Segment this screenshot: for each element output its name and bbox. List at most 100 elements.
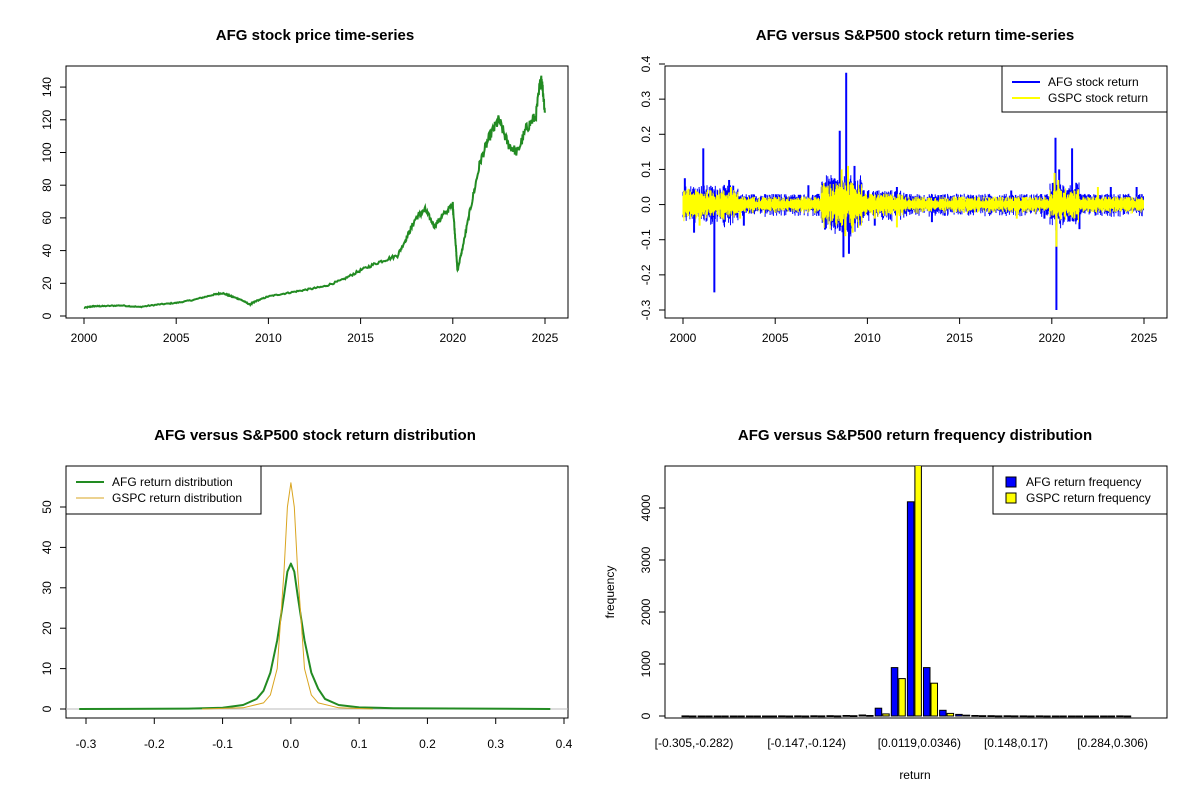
bar-gspc bbox=[1075, 715, 1083, 718]
y-axis-label: frequency bbox=[603, 566, 617, 619]
y-tick-label: 40 bbox=[40, 540, 54, 554]
bar-afg bbox=[1100, 715, 1108, 718]
bar-gspc bbox=[737, 715, 745, 718]
bar-afg bbox=[745, 715, 754, 718]
x-tick-label: 2015 bbox=[347, 331, 374, 345]
y-tick-label: 2000 bbox=[639, 598, 653, 625]
bar-afg bbox=[923, 667, 931, 717]
bar-gspc bbox=[1027, 715, 1035, 718]
x-tick-label: [-0.305,-0.282) bbox=[655, 736, 734, 750]
y-tick-label: 30 bbox=[40, 581, 54, 595]
legend-label: AFG return distribution bbox=[112, 475, 233, 489]
y-tick-label: 20 bbox=[40, 621, 54, 635]
bar-gspc bbox=[785, 715, 794, 718]
y-tick-label: 0.0 bbox=[639, 196, 653, 213]
y-tick-label: 60 bbox=[40, 211, 54, 225]
y-tick-label: -0.3 bbox=[639, 299, 653, 320]
series-band-gspc bbox=[682, 182, 1144, 229]
bar-gspc bbox=[866, 715, 874, 717]
legend-box bbox=[992, 465, 1168, 515]
bar-afg bbox=[1067, 715, 1076, 718]
x-tick-label: 2020 bbox=[439, 331, 466, 345]
bar-gspc bbox=[882, 713, 890, 717]
bar-afg bbox=[810, 715, 818, 718]
density-curve-afg bbox=[79, 562, 551, 710]
plot-frame bbox=[65, 65, 569, 319]
legend-label: GSPC return frequency bbox=[1026, 491, 1151, 505]
x-tick-label: 2005 bbox=[762, 331, 789, 345]
bar-gspc bbox=[962, 714, 971, 717]
x-tick-label: [0.0119,0.0346) bbox=[878, 736, 961, 750]
legend-label: AFG return frequency bbox=[1026, 475, 1141, 489]
x-tick-label: 0.3 bbox=[487, 737, 504, 751]
x-tick-label: 2015 bbox=[946, 331, 973, 345]
bar-gspc bbox=[721, 715, 729, 718]
bar-afg bbox=[1003, 715, 1011, 718]
bar-gspc bbox=[1107, 715, 1116, 718]
bar-afg bbox=[987, 715, 995, 718]
legend-box bbox=[1001, 65, 1168, 113]
legend: AFG stock return GSPC stock return bbox=[1001, 65, 1168, 113]
y-tick-label: 0.3 bbox=[639, 90, 653, 107]
bars-group bbox=[681, 466, 1132, 718]
x-tick-label: [0.284,0.306) bbox=[1077, 736, 1148, 750]
bar-afg bbox=[697, 715, 706, 718]
bar-gspc bbox=[850, 715, 858, 718]
bar-gspc bbox=[769, 715, 777, 718]
y-tick-label: 4000 bbox=[639, 494, 653, 521]
bar-gspc bbox=[898, 678, 906, 717]
y-tick-label: 80 bbox=[40, 178, 54, 192]
y-tick-label: 0.2 bbox=[639, 126, 653, 143]
bar-afg bbox=[1084, 715, 1092, 718]
y-tick-label: 20 bbox=[40, 276, 54, 290]
x-axis-label: return bbox=[899, 768, 930, 782]
y-tick-label: 100 bbox=[40, 142, 54, 162]
bar-afg bbox=[890, 667, 899, 717]
x-tick-label: 2000 bbox=[71, 331, 98, 345]
y-tick-label: 40 bbox=[40, 244, 54, 258]
y-tick-label: 3000 bbox=[639, 546, 653, 573]
bar-gspc bbox=[1059, 715, 1067, 718]
bar-afg bbox=[1116, 715, 1124, 718]
x-tick-label: -0.1 bbox=[212, 737, 233, 751]
bar-afg bbox=[794, 715, 802, 718]
x-tick-label: -0.3 bbox=[76, 737, 97, 751]
chart-title: AFG versus S&P500 return frequency distr… bbox=[738, 427, 1092, 444]
bar-afg bbox=[681, 715, 689, 718]
bar-afg bbox=[762, 715, 770, 718]
bar-afg bbox=[858, 714, 867, 717]
y-tick-label: 10 bbox=[40, 662, 54, 676]
legend-box bbox=[65, 465, 262, 515]
bar-gspc bbox=[978, 715, 987, 718]
legend-swatch bbox=[1005, 492, 1017, 504]
chart-title: AFG stock price time-series bbox=[216, 27, 414, 44]
legend-label: GSPC return distribution bbox=[112, 491, 242, 505]
bar-gspc bbox=[705, 715, 713, 718]
legend-label: GSPC stock return bbox=[1048, 91, 1148, 105]
bar-gspc bbox=[930, 682, 938, 717]
y-tick-label: 50 bbox=[40, 500, 54, 514]
bar-afg bbox=[842, 715, 850, 717]
bar-gspc bbox=[817, 715, 826, 718]
bar-afg bbox=[1019, 715, 1028, 718]
x-tick-label: 2010 bbox=[854, 331, 881, 345]
bar-gspc bbox=[753, 715, 761, 718]
bar-afg bbox=[971, 715, 979, 717]
plot-frame bbox=[65, 465, 569, 719]
y-tick-label: 140 bbox=[40, 77, 54, 97]
x-tick-label: 2000 bbox=[670, 331, 697, 345]
y-tick-label: 120 bbox=[40, 109, 54, 129]
series-line-afg-price bbox=[83, 75, 546, 310]
bar-gspc bbox=[1091, 715, 1099, 718]
x-tick-label: [-0.147,-0.124) bbox=[767, 736, 846, 750]
bar-afg bbox=[1035, 715, 1044, 718]
x-tick-label: 2020 bbox=[1038, 331, 1065, 345]
bar-gspc bbox=[914, 466, 922, 717]
x-tick-label: 0.2 bbox=[419, 737, 436, 751]
bar-gspc bbox=[1043, 715, 1051, 718]
bar-afg bbox=[1051, 715, 1060, 718]
bar-afg bbox=[729, 715, 738, 718]
bar-gspc bbox=[801, 715, 810, 718]
x-tick-label: 0.4 bbox=[556, 737, 573, 751]
